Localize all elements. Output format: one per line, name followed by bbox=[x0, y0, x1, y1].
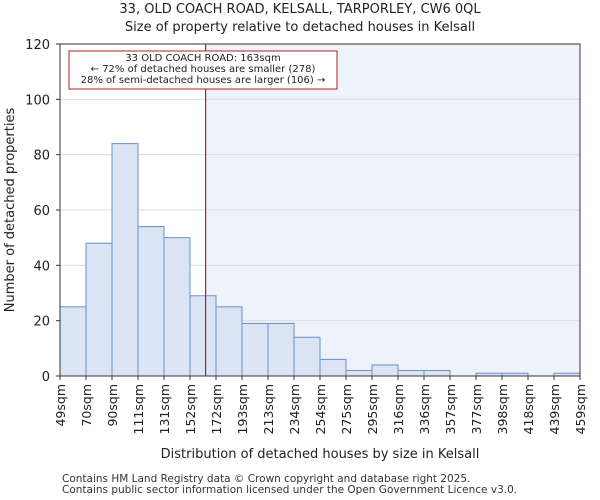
histogram-bar bbox=[215, 306, 243, 377]
x-tick-label: 275sqm bbox=[339, 384, 354, 434]
x-tick-label: 459sqm bbox=[573, 384, 588, 434]
footer-line-1: Contains HM Land Registry data © Crown c… bbox=[62, 473, 471, 485]
x-tick-label: 357sqm bbox=[443, 384, 458, 434]
x-tick-label: 377sqm bbox=[469, 384, 484, 434]
histogram-bar bbox=[189, 295, 217, 377]
annotation-line: 28% of semi-detached houses are larger (… bbox=[81, 75, 326, 86]
y-tick-label: 120 bbox=[25, 38, 50, 53]
x-axis-label: Distribution of detached houses by size … bbox=[161, 447, 480, 462]
x-tick-label: 316sqm bbox=[391, 384, 406, 434]
chart-title: 33, OLD COACH ROAD, KELSALL, TARPORLEY, … bbox=[119, 2, 481, 17]
x-tick-label: 295sqm bbox=[365, 384, 380, 434]
x-tick-label: 418sqm bbox=[521, 384, 536, 434]
y-tick-label: 20 bbox=[33, 315, 50, 330]
x-tick-label: 49sqm bbox=[53, 384, 68, 427]
y-tick-label: 60 bbox=[33, 204, 50, 219]
histogram-bar bbox=[111, 143, 139, 377]
x-tick-label: 254sqm bbox=[313, 384, 328, 434]
x-tick-label: 152sqm bbox=[183, 384, 198, 434]
histogram-bar bbox=[241, 322, 269, 377]
x-tick-label: 131sqm bbox=[157, 384, 172, 434]
x-tick-label: 90sqm bbox=[105, 384, 120, 427]
x-tick-label: 439sqm bbox=[547, 384, 562, 434]
chart-subtitle: Size of property relative to detached ho… bbox=[124, 20, 476, 35]
y-tick-label: 80 bbox=[33, 149, 50, 164]
histogram-bar bbox=[345, 369, 373, 377]
x-tick-label: 213sqm bbox=[261, 384, 276, 434]
histogram-bar bbox=[59, 306, 87, 377]
x-tick-label: 398sqm bbox=[495, 384, 510, 434]
histogram-bar bbox=[397, 369, 425, 377]
y-tick-label: 40 bbox=[33, 259, 50, 274]
annotation-line: ← 72% of detached houses are smaller (27… bbox=[91, 64, 316, 75]
x-tick-label: 336sqm bbox=[417, 384, 432, 434]
x-tick-label: 70sqm bbox=[79, 384, 94, 427]
histogram-chart: 0 20 40 60 80 100 120 49sqm 70sqm 90sqm 111sqm 131s… bbox=[3, 38, 588, 462]
y-tick-label: 0 bbox=[42, 370, 50, 385]
x-tick-label: 111sqm bbox=[131, 384, 146, 434]
histogram-bar bbox=[423, 369, 451, 377]
x-tick-label: 193sqm bbox=[235, 384, 250, 434]
histogram-bar bbox=[267, 322, 295, 377]
histogram-bar bbox=[163, 237, 191, 377]
histogram-bar bbox=[319, 358, 347, 377]
x-tick-label: 234sqm bbox=[287, 384, 302, 434]
x-tick-label: 172sqm bbox=[209, 384, 224, 434]
histogram-bar bbox=[371, 364, 399, 377]
footer-line-2: Contains public sector information licen… bbox=[62, 484, 518, 496]
histogram-bar bbox=[85, 242, 113, 377]
histogram-bar bbox=[137, 226, 165, 377]
annotation-box bbox=[68, 50, 338, 90]
y-tick-label: 100 bbox=[25, 93, 50, 108]
histogram-bar bbox=[293, 336, 321, 377]
annotation-line: 33 OLD COACH ROAD: 163sqm bbox=[125, 53, 280, 64]
y-axis-label: Number of detached properties bbox=[3, 108, 18, 313]
